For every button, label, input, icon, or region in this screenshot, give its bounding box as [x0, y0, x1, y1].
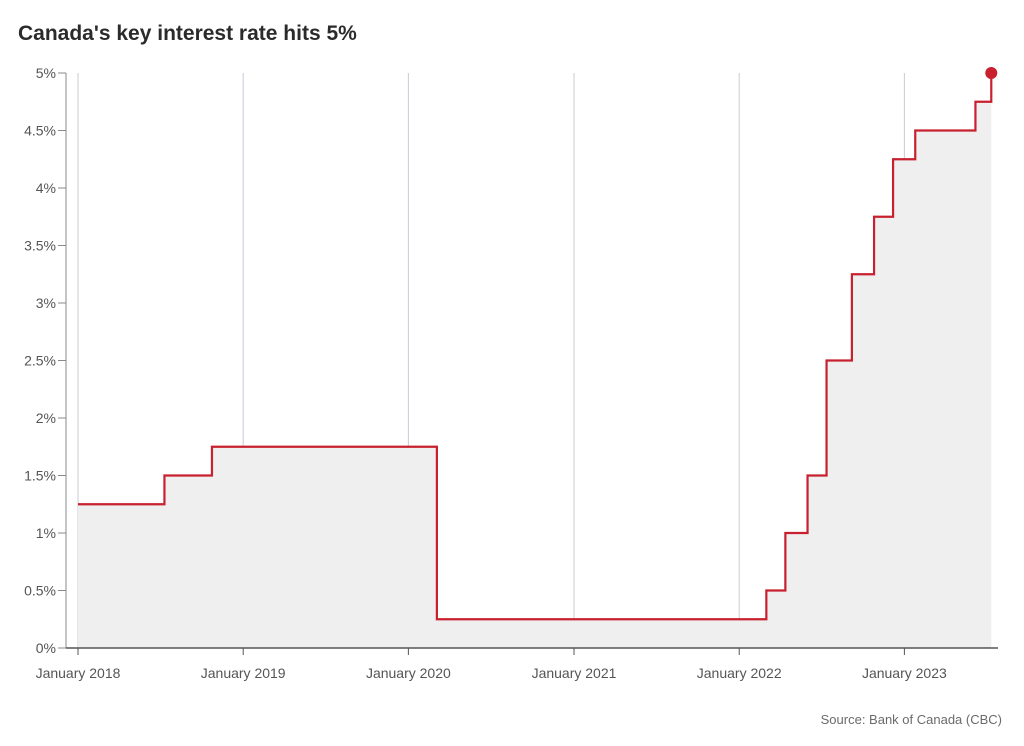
area-fill-group [78, 73, 992, 648]
y-tick-label: 4% [36, 180, 56, 196]
rate-area [78, 73, 992, 648]
x-tick-label: January 2018 [36, 665, 121, 681]
y-tick-label: 1% [36, 525, 56, 541]
rate-line-group [78, 67, 998, 621]
y-tick-label: 0.5% [24, 583, 56, 599]
x-tick-label: January 2019 [201, 665, 286, 681]
y-tick-label: 4.5% [24, 123, 56, 139]
latest-rate-point [985, 67, 998, 79]
x-tick-label: January 2021 [532, 665, 617, 681]
y-tick-label: 2.5% [24, 353, 56, 369]
x-tick-label: January 2022 [697, 665, 782, 681]
y-tick-label: 3% [36, 295, 56, 311]
source-note: Source: Bank of Canada (CBC) [820, 712, 1002, 727]
y-tick-label: 5% [36, 65, 56, 81]
y-tick-label: 3.5% [24, 238, 56, 254]
chart-title: Canada's key interest rate hits 5% [18, 22, 357, 45]
x-tick-label: January 2023 [862, 665, 947, 681]
axes [58, 72, 998, 655]
y-tick-label: 1.5% [24, 468, 56, 484]
y-tick-label: 2% [36, 410, 56, 426]
y-tick-label: 0% [36, 640, 56, 656]
tick-labels: 0% 0.5% 1% 1.5% 2% 2.5% 3% 3.5% 4% 4.5% 5% January … [24, 65, 947, 681]
x-tick-label: January 2020 [366, 665, 451, 681]
rate-line [78, 73, 993, 621]
